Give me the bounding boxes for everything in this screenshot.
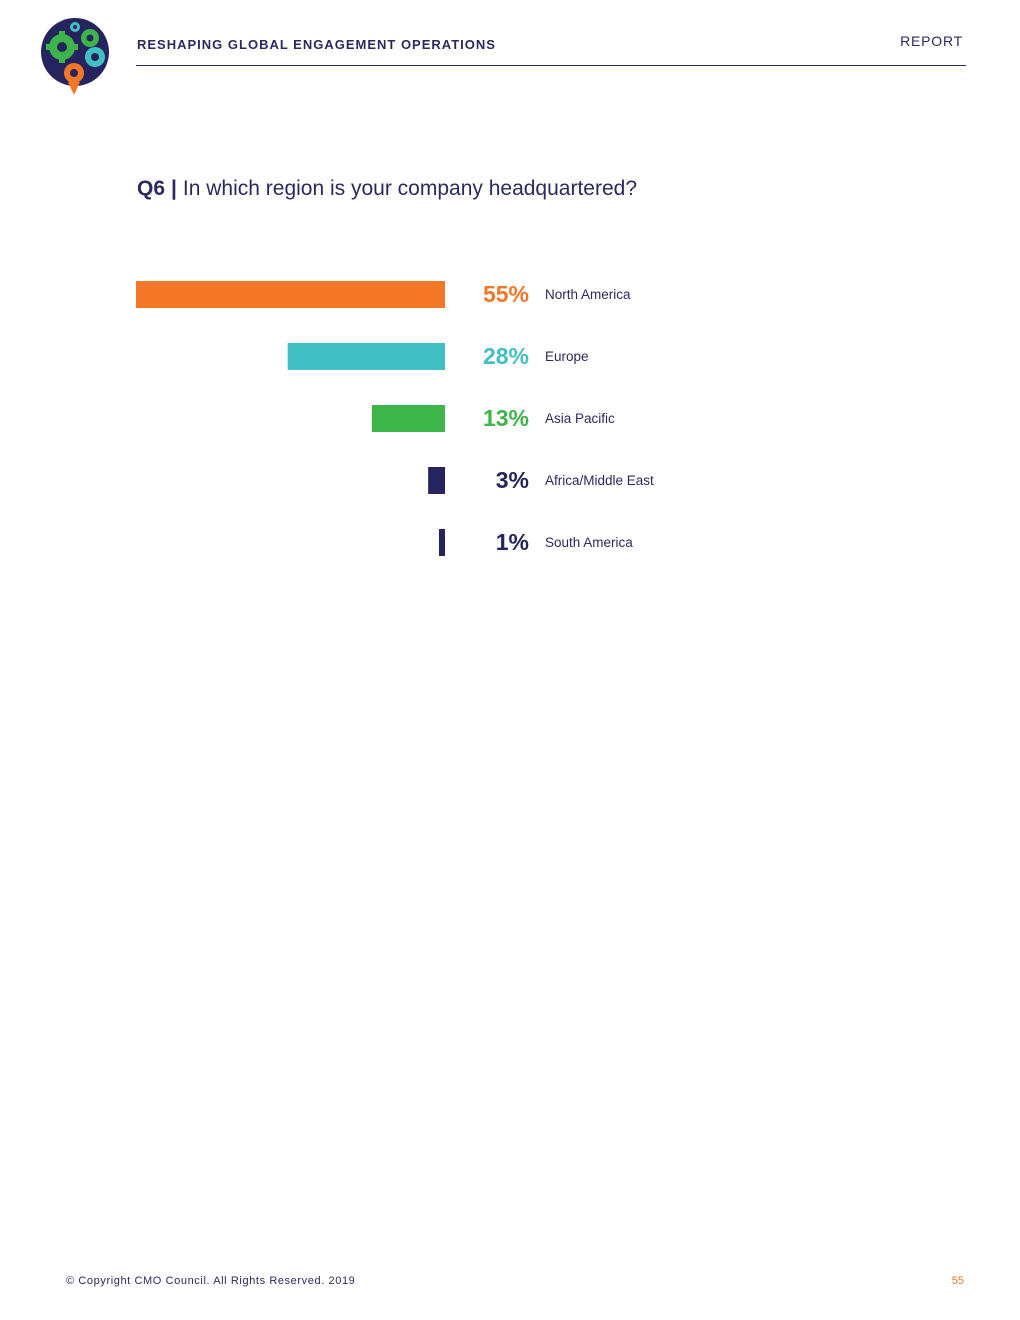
header-divider [136,65,966,66]
report-label: REPORT [900,33,963,49]
question-text: In which region is your company headquar… [182,177,638,200]
bar-1 [287,343,445,370]
page-number: 55 [951,1275,964,1287]
gears-logo-icon [41,18,109,95]
bar-2 [371,405,445,432]
bar-3 [428,467,445,494]
bar-0 [136,281,445,308]
bar-4 [439,529,445,556]
report-title: RESHAPING GLOBAL ENGAGEMENT OPERATIONS [137,37,496,52]
footer-copyright: © Copyright CMO Council. All Rights Rese… [66,1275,356,1287]
question-separator: | [171,177,177,200]
category-label-4: South America [545,535,633,550]
category-label-3: Africa/Middle East [545,473,654,488]
category-label-2: Asia Pacific [545,411,615,426]
question-number: Q6 [137,177,166,200]
category-label-0: North America [545,287,631,302]
region-bar-chart: 55% North America 28% Europe 13% Asia Pacific… [136,281,654,556]
value-label-2: 13% [483,405,529,431]
value-label-1: 28% [483,343,529,369]
value-label-0: 55% [483,281,529,307]
value-label-4: 1% [496,529,529,555]
question-heading: Q6 | In which region is your company headq… [137,177,637,201]
value-label-3: 3% [496,467,529,493]
category-label-1: Europe [545,349,589,364]
